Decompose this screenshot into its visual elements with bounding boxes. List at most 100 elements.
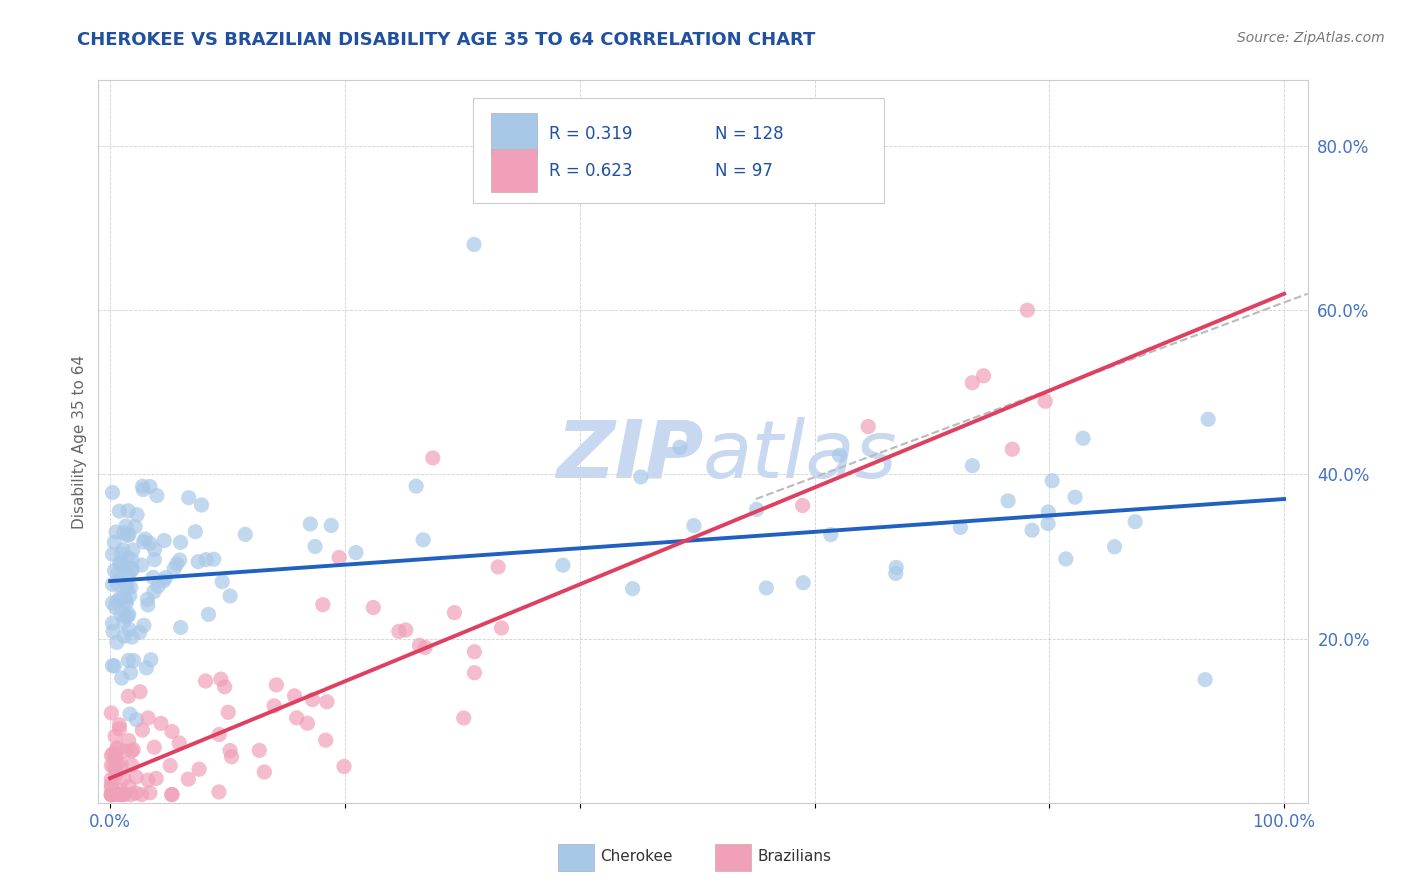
Point xyxy=(134,532,156,546)
Point xyxy=(139,653,162,667)
Point xyxy=(453,711,475,725)
Point xyxy=(121,563,143,577)
Point xyxy=(177,772,200,786)
Point xyxy=(188,762,211,776)
Point xyxy=(962,376,984,390)
Point xyxy=(117,568,139,582)
Point xyxy=(197,607,219,622)
Point xyxy=(101,485,124,500)
Point xyxy=(131,558,153,572)
Point xyxy=(124,519,146,533)
Point xyxy=(127,508,149,522)
Point xyxy=(121,758,143,772)
Point xyxy=(145,772,167,786)
Y-axis label: Disability Age 35 to 64: Disability Age 35 to 64 xyxy=(72,354,87,529)
Point xyxy=(103,659,125,673)
Point xyxy=(104,768,127,782)
Point xyxy=(105,742,128,756)
Point xyxy=(209,672,232,686)
Point xyxy=(463,645,485,659)
Point xyxy=(160,724,183,739)
Point xyxy=(1197,412,1219,426)
Point xyxy=(100,706,122,720)
Point xyxy=(163,561,186,575)
Text: N = 97: N = 97 xyxy=(716,161,773,179)
Point xyxy=(101,747,124,761)
Point xyxy=(121,630,143,644)
Point xyxy=(395,623,418,637)
Point xyxy=(1033,394,1056,409)
Point xyxy=(101,658,124,673)
Point xyxy=(253,764,276,779)
Point xyxy=(103,758,125,772)
Point xyxy=(263,698,285,713)
Point xyxy=(114,788,136,802)
Point xyxy=(132,483,155,497)
Point xyxy=(131,479,153,493)
Point xyxy=(111,671,134,685)
Point xyxy=(118,623,141,637)
FancyBboxPatch shape xyxy=(716,844,751,871)
Text: atlas: atlas xyxy=(703,417,898,495)
Point xyxy=(221,749,243,764)
Point xyxy=(100,777,122,791)
Point xyxy=(120,665,142,680)
FancyBboxPatch shape xyxy=(474,98,884,203)
Point xyxy=(100,788,122,802)
Point xyxy=(104,762,127,776)
Point xyxy=(669,440,692,454)
Point xyxy=(121,543,143,558)
Point xyxy=(683,518,706,533)
Point xyxy=(155,571,177,585)
Point xyxy=(159,758,181,772)
Point xyxy=(117,608,139,623)
Text: CHEROKEE VS BRAZILIAN DISABILITY AGE 35 TO 64 CORRELATION CHART: CHEROKEE VS BRAZILIAN DISABILITY AGE 35 … xyxy=(77,31,815,49)
Point xyxy=(301,692,323,706)
Point xyxy=(128,625,150,640)
Point xyxy=(169,553,191,567)
Point xyxy=(160,788,183,802)
Point xyxy=(136,711,159,725)
Point xyxy=(108,556,131,570)
Point xyxy=(143,552,166,566)
Point xyxy=(1123,515,1146,529)
Point xyxy=(110,756,132,771)
Point xyxy=(299,516,322,531)
Point xyxy=(118,527,141,541)
Point xyxy=(283,689,305,703)
Point xyxy=(195,552,218,566)
Point xyxy=(108,788,131,802)
Point xyxy=(219,743,242,757)
Point xyxy=(105,524,128,539)
Point xyxy=(1040,474,1063,488)
Point xyxy=(443,606,465,620)
Point xyxy=(100,748,122,763)
Point xyxy=(304,540,326,554)
Point xyxy=(745,502,768,516)
Point xyxy=(110,572,132,586)
Point xyxy=(233,527,256,541)
Point xyxy=(112,525,135,540)
Point xyxy=(101,616,124,631)
Point xyxy=(884,566,907,581)
Point xyxy=(111,788,134,802)
Point xyxy=(101,596,124,610)
Point xyxy=(208,728,231,742)
Point xyxy=(285,711,308,725)
Point xyxy=(142,570,165,584)
FancyBboxPatch shape xyxy=(492,149,537,193)
Point xyxy=(115,577,138,591)
Point xyxy=(820,527,842,541)
Point xyxy=(131,788,153,802)
Point xyxy=(108,591,131,605)
Point xyxy=(208,785,231,799)
Point xyxy=(125,713,148,727)
Point xyxy=(117,653,139,667)
Point xyxy=(118,589,141,603)
Point xyxy=(121,744,143,758)
Point xyxy=(856,419,879,434)
Point xyxy=(118,780,141,794)
Point xyxy=(1054,552,1077,566)
Point xyxy=(115,596,138,610)
Point xyxy=(115,610,138,624)
